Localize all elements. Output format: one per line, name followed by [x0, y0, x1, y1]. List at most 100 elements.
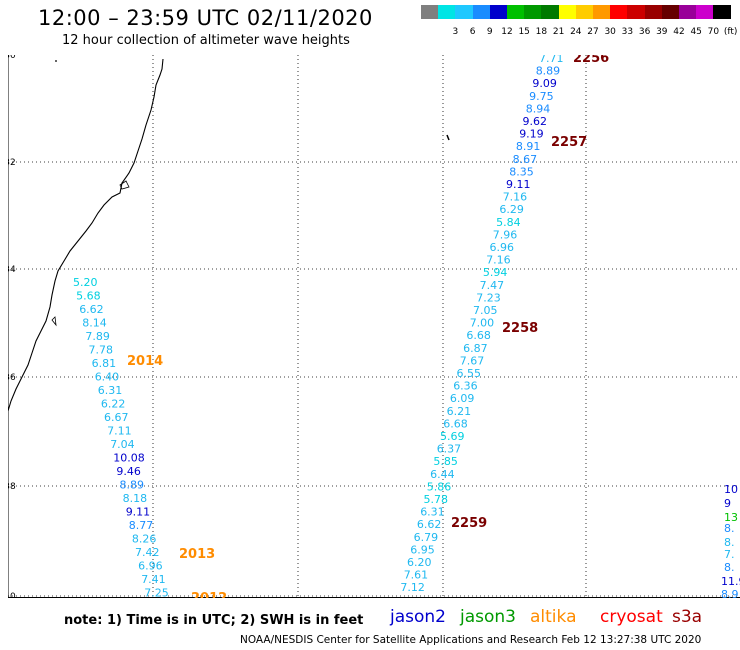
scale-label: 42 [673, 27, 685, 37]
wave-height-label: 8. [724, 561, 735, 574]
scale-swatch [644, 5, 662, 19]
wave-height-label: 8. [724, 536, 735, 549]
wave-height-label: 9.62 [523, 115, 548, 128]
wave-height-label: 5.78 [424, 493, 449, 506]
scale-label: 36 [638, 27, 651, 37]
scale-label: 3 [452, 27, 459, 37]
scale-swatch [421, 5, 439, 19]
pass-time-label: 2014 [127, 354, 163, 369]
wave-height-label: 6.62 [79, 303, 104, 316]
wave-height-label: 7.89 [85, 330, 110, 343]
wave-height-label: 6.40 [95, 371, 120, 384]
wave-height-label: 7.05 [473, 304, 498, 317]
wave-height-label: 6.67 [104, 411, 129, 424]
lat-tick-label: -36 [8, 373, 16, 383]
scale-swatch [696, 5, 714, 19]
scale-label: 6 [469, 27, 476, 37]
wave-height-label: 7.23 [476, 291, 501, 304]
wave-height-label: 7.47 [480, 279, 505, 292]
wave-height-label: 8.94 [526, 102, 551, 115]
wave-height-label: 9.75 [529, 90, 554, 103]
wave-height-label: 5.69 [440, 430, 465, 443]
wave-height-label: 8.14 [82, 317, 107, 330]
scale-label: 15 [518, 27, 530, 37]
wave-height-label: 8.35 [509, 165, 534, 178]
wave-height-label: 6.68 [466, 329, 491, 342]
scale-label: 24 [570, 27, 582, 37]
scale-swatch [489, 5, 507, 19]
wave-height-label: 6.31 [98, 384, 123, 397]
wave-height-label: 9.11 [506, 178, 531, 191]
wave-height-label: 8.77 [129, 519, 154, 532]
scale-unit: (ft) [723, 27, 738, 37]
wave-height-label: 7.78 [89, 344, 114, 357]
scale-label: 21 [552, 27, 565, 37]
scale-swatch [507, 5, 525, 19]
wave-height-label: 9 [724, 497, 731, 510]
wave-height-label: 6.79 [414, 531, 439, 544]
wave-height-label: 7.61 [404, 569, 429, 582]
pass-time-label: 2013 [179, 547, 215, 562]
scale-label: 9 [486, 27, 493, 37]
lat-tick-label: -40 [8, 592, 16, 598]
wave-height-label: 8.9 [721, 588, 739, 598]
scale-swatch [610, 5, 628, 19]
wave-height-label: 8.18 [123, 492, 148, 505]
wave-height-label: 6.87 [463, 342, 488, 355]
wave-height-label: 7. [724, 548, 735, 561]
wave-height-label: 11.9 [721, 575, 740, 588]
wave-height-label: 7.16 [503, 191, 528, 204]
scale-label: 39 [656, 27, 668, 37]
wave-height-label: 5.94 [483, 266, 508, 279]
scale-swatch [455, 5, 473, 19]
coastline [8, 58, 164, 412]
chart-title: 12:00 – 23:59 UTC 02/11/2020 [38, 6, 373, 30]
wave-height-label: 5.68 [76, 290, 101, 303]
wave-height-label: 7.12 [400, 581, 425, 594]
scale-swatch [438, 5, 456, 19]
map-canvas: -30-32-34-36-38-401501531561591621655.20… [8, 55, 740, 598]
scale-label: 30 [604, 27, 616, 37]
footer-credit: NOAA/NESDIS Center for Satellite Applica… [240, 634, 702, 646]
wave-height-label: 7.00 [470, 317, 495, 330]
wave-height-label: 5.85 [433, 455, 458, 468]
wave-height-label: 6.29 [499, 203, 524, 216]
wave-height-label: 6.96 [490, 241, 515, 254]
scale-label: 18 [535, 27, 548, 37]
chart-subtitle: 12 hour collection of altimeter wave hei… [62, 33, 350, 48]
wave-height-label: 6.68 [443, 417, 468, 430]
wave-height-label: 8.89 [536, 65, 561, 78]
island-mark [446, 134, 450, 141]
wave-height-label: 7.96 [493, 228, 518, 241]
map-area: -30-32-34-36-38-401501531561591621655.20… [8, 55, 740, 598]
lat-tick-label: -38 [8, 482, 16, 492]
wave-height-label: 7.04 [110, 438, 135, 451]
scale-label: 27 [587, 27, 599, 37]
wave-height-label: 6.81 [92, 357, 117, 370]
lat-tick-label: -32 [8, 158, 16, 168]
wave-height-label: 10.08 [113, 452, 145, 465]
scale-label: 12 [501, 27, 513, 37]
wave-height-label: 5.86 [427, 480, 452, 493]
wave-height-label: 7.16 [486, 254, 511, 267]
scale-swatch [661, 5, 679, 19]
wave-height-label: 9.09 [532, 77, 557, 90]
satellite-legend-item: jason3 [460, 607, 516, 627]
wave-height-label: 6.55 [457, 367, 482, 380]
wave-height-label: 6.20 [407, 556, 432, 569]
note-text: note: 1) Time is in UTC; 2) SWH is in fe… [64, 613, 364, 628]
wave-height-label: 6.36 [453, 380, 478, 393]
scale-swatch [679, 5, 697, 19]
lat-tick-label: -30 [8, 55, 16, 61]
pass-time-label: 2259 [451, 516, 487, 531]
wave-height-label: 6.44 [430, 468, 455, 481]
wave-height-label: 6.31 [420, 506, 445, 519]
pass-time-label: 2258 [502, 321, 538, 336]
wave-height-label: 8.26 [132, 533, 157, 546]
satellite-legend-item: s3a [672, 607, 703, 627]
wave-height-label: 7.71 [539, 55, 564, 65]
wave-height-label: 7.67 [460, 354, 485, 367]
scale-swatch [541, 5, 559, 19]
wave-height-label: 8.89 [120, 479, 145, 492]
